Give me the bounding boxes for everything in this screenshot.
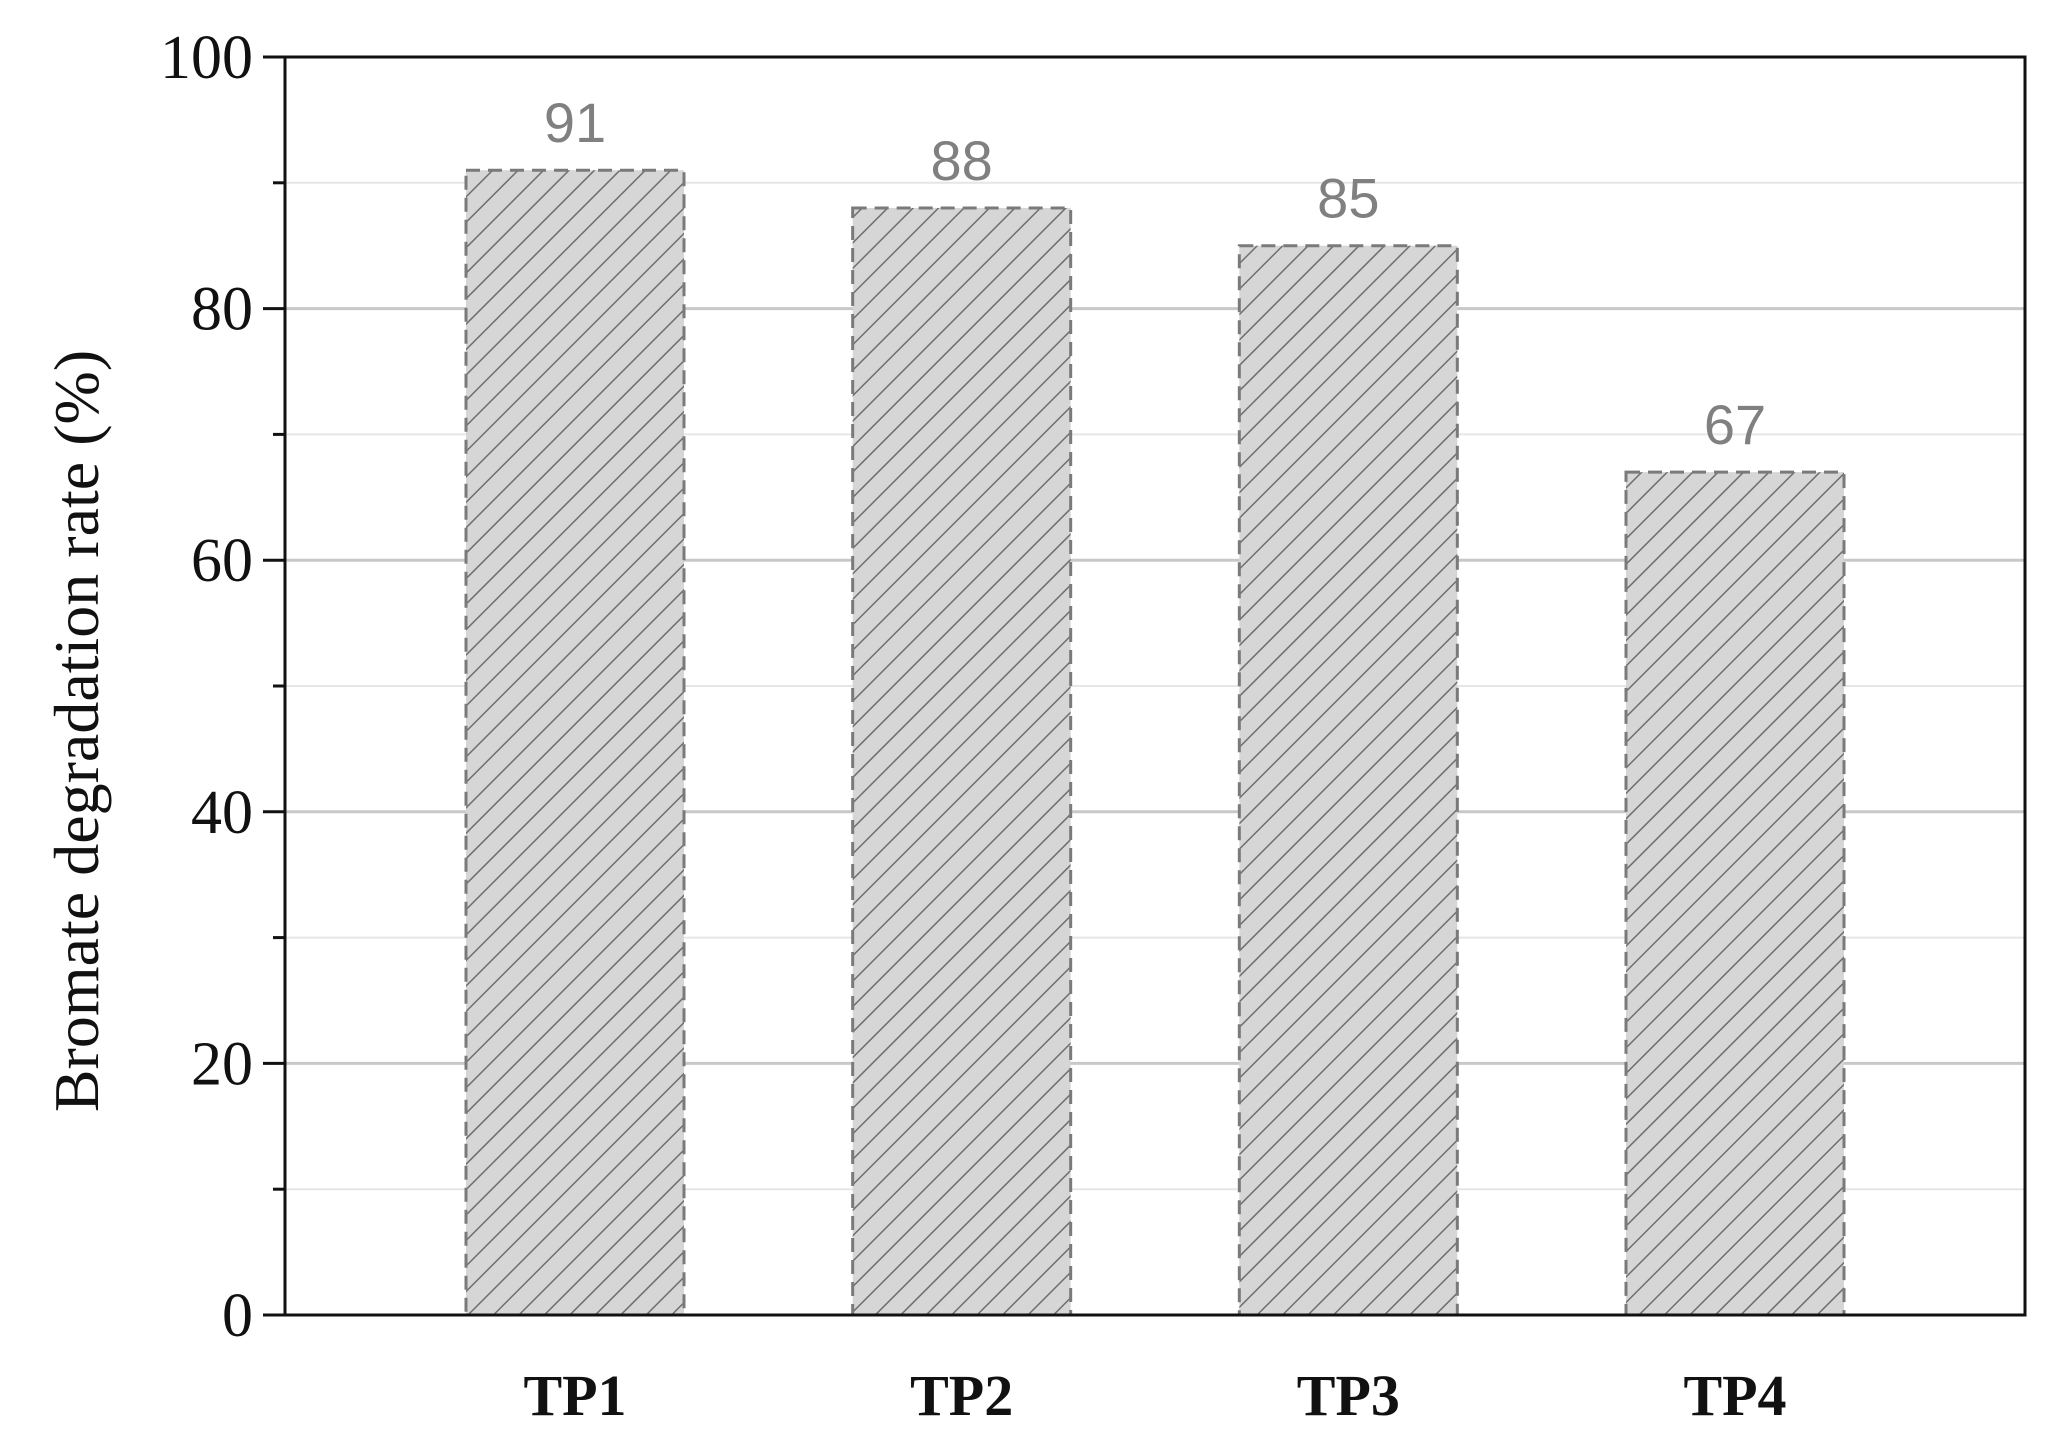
- bar-tp1: [464, 168, 686, 1317]
- x-tick-label-tp4: TP4: [1683, 1363, 1786, 1428]
- bar-tp4: [1624, 470, 1846, 1317]
- x-tick-label-tp2: TP2: [910, 1363, 1013, 1428]
- y-tick-label-100: 100: [160, 24, 253, 92]
- y-tick-label-0: 0: [222, 1282, 253, 1350]
- y-axis-title: Bromate degradation rate (%): [41, 350, 112, 1112]
- y-tick-label-40: 40: [191, 779, 253, 847]
- bar-tp3: [1237, 244, 1459, 1317]
- axes: [263, 55, 2027, 1317]
- data-label-tp4: 67: [1704, 393, 1766, 456]
- labels: 91 TP1 88 TP2 85 TP3 67 TP4 0 20 40 60 80 100: [160, 24, 1787, 1428]
- x-tick-label-tp1: TP1: [523, 1363, 626, 1428]
- y-tick-label-20: 20: [191, 1030, 253, 1098]
- y-tick-label-60: 60: [191, 527, 253, 595]
- bars: [464, 168, 1846, 1317]
- data-label-tp1: 91: [544, 91, 606, 154]
- y-tick-label-80: 80: [191, 276, 253, 344]
- data-label-tp2: 88: [931, 129, 993, 192]
- x-tick-label-tp3: TP3: [1297, 1363, 1400, 1428]
- bar-tp2: [851, 206, 1073, 1317]
- data-label-tp3: 85: [1317, 167, 1379, 230]
